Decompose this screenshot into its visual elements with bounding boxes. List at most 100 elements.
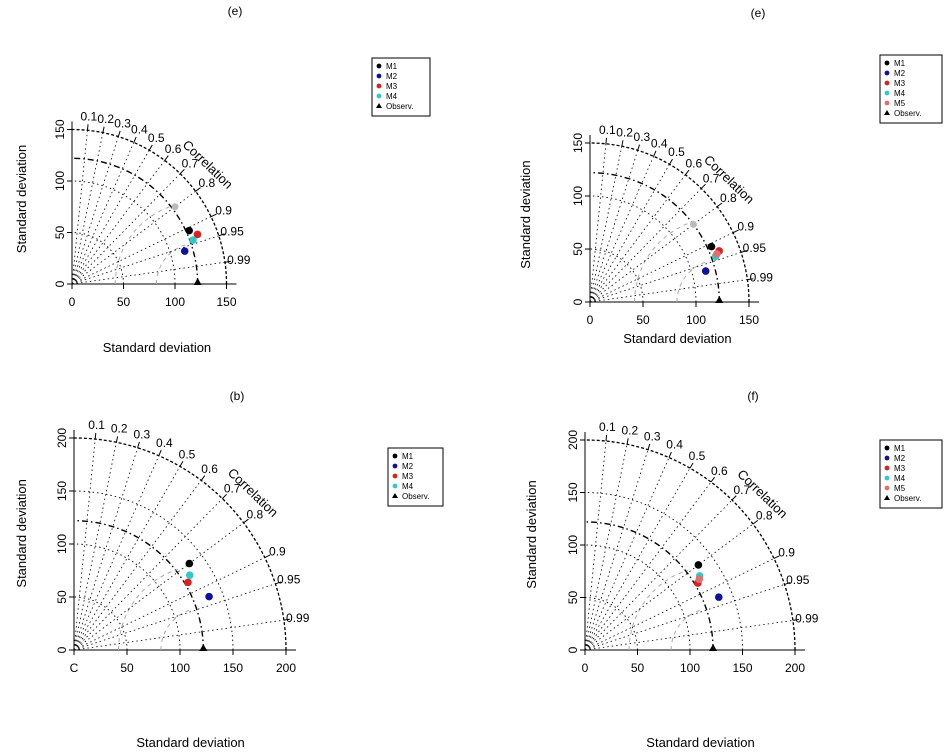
- corr-tick-label: 0.95: [277, 572, 301, 586]
- rms-arc: [155, 244, 186, 285]
- corr-tick-label: 0.95: [743, 241, 767, 255]
- legend-marker: [884, 495, 890, 500]
- corr-tick-label: 0.6: [201, 462, 218, 476]
- x-tick-label: 100: [165, 295, 185, 309]
- y-tick-label: 0: [566, 646, 580, 653]
- y-tick-label: 150: [53, 119, 67, 139]
- model-point-m5: [713, 250, 721, 258]
- y-axis-label: Standard deviation: [14, 145, 29, 253]
- corr-tick-label: 0.99: [286, 611, 310, 625]
- corr-ray: [73, 447, 138, 651]
- x-tick-label: 0: [69, 295, 76, 309]
- x-axis-label: Standard deviation: [646, 735, 754, 750]
- observed-point: [199, 644, 208, 651]
- legend-marker: [376, 63, 382, 69]
- y-tick-label: 100: [571, 186, 585, 206]
- rms-arc: [118, 568, 179, 651]
- model-point-m4: [189, 236, 197, 244]
- corr-tick: [669, 158, 673, 165]
- sd-arc: [73, 490, 234, 651]
- x-tick-label: 200: [785, 661, 805, 675]
- y-axis-label: Standard deviation: [524, 480, 539, 588]
- corr-tick-label: 0.4: [156, 436, 173, 450]
- corr-tick: [179, 169, 185, 175]
- corr-ray: [71, 173, 181, 285]
- legend-label: M1: [402, 452, 414, 461]
- rms-arc: [634, 220, 695, 303]
- legend-marker: [392, 473, 398, 479]
- sd-arc: [73, 543, 181, 651]
- corr-ray: [584, 481, 712, 651]
- outer-sd-arc: [71, 128, 228, 285]
- corr-ray: [589, 150, 639, 303]
- legend-label: Observ.: [894, 109, 921, 118]
- legend-label: M2: [894, 69, 906, 78]
- corr-tick: [133, 136, 137, 143]
- x-tick-label: 100: [170, 661, 190, 675]
- corr-tick-label: 0.7: [703, 171, 720, 185]
- legend-label: Observ.: [386, 102, 413, 111]
- corr-ray: [71, 130, 88, 285]
- y-tick-label: 50: [571, 242, 585, 256]
- reference-sd-arc: [71, 157, 199, 285]
- observed-point: [193, 278, 202, 285]
- corr-tick: [740, 250, 747, 253]
- corr-tick-label: 0.5: [689, 449, 706, 463]
- panel-title: (e): [228, 4, 243, 18]
- corr-tick: [731, 495, 737, 501]
- x-tick-label: 100: [686, 313, 706, 327]
- corr-tick: [784, 582, 791, 585]
- corr-tick-label: 0.4: [131, 123, 148, 137]
- legend-label: M4: [894, 89, 906, 98]
- corr-tick-label: 0.6: [165, 142, 182, 156]
- corr-tick-label: 0.5: [179, 447, 196, 461]
- rms-arc: [628, 569, 689, 651]
- corr-ray: [71, 261, 226, 285]
- corr-tick: [117, 130, 121, 137]
- corr-tick-label: 0.6: [685, 157, 702, 171]
- legend-box: [879, 439, 943, 509]
- corr-tick: [222, 493, 227, 499]
- corr-ray: [73, 557, 265, 651]
- legend-marker: [884, 445, 890, 451]
- corr-ray: [71, 190, 196, 285]
- corr-tick-label: 0.8: [198, 176, 215, 190]
- sd-arc: [71, 180, 176, 285]
- corr-ray: [584, 467, 691, 651]
- corr-tick-label: 0.6: [711, 464, 728, 478]
- corr-tick-label: 0.7: [733, 483, 750, 497]
- corr-tick-label: 0.9: [215, 204, 232, 218]
- panel-title: (f): [747, 389, 758, 403]
- x-tick-label: 50: [120, 661, 134, 675]
- corr-ray: [584, 441, 607, 651]
- model-point-m1: [185, 559, 194, 568]
- taylor-panel-1: (e)0.1 0.2 0.3 0.40.50.60.70.80.90.950.99Co…: [14, 4, 431, 355]
- corr-tick-label: 0.99: [227, 253, 251, 267]
- legend-label: Observ.: [402, 492, 429, 501]
- outer-sd-arc: [584, 439, 796, 651]
- x-axis-label: Standard deviation: [103, 340, 211, 355]
- corr-ray: [71, 142, 135, 285]
- legend-marker: [376, 83, 382, 89]
- corr-ray: [73, 466, 181, 651]
- corr-tick: [243, 518, 249, 524]
- legend-label: M2: [894, 454, 906, 463]
- legend-marker: [884, 465, 890, 471]
- legend-label: M4: [894, 474, 906, 483]
- y-tick-label: 150: [571, 133, 585, 153]
- x-tick-label: 100: [680, 661, 700, 675]
- legend-marker: [884, 90, 890, 96]
- observed-point: [715, 296, 724, 303]
- x-tick-label: 0: [587, 313, 594, 327]
- corr-tick-label: 0.7: [224, 482, 241, 496]
- model-point-m2: [701, 267, 710, 275]
- corr-tick-label: 0.8: [720, 191, 737, 205]
- panel-title: (b): [230, 389, 245, 403]
- legend-marker: [884, 485, 890, 491]
- x-tick-label: 150: [223, 661, 243, 675]
- legend-label: M2: [386, 72, 398, 81]
- corr-tick-label: 0.9: [778, 545, 795, 559]
- corr-tick: [637, 144, 640, 151]
- y-tick-label: 200: [566, 430, 580, 450]
